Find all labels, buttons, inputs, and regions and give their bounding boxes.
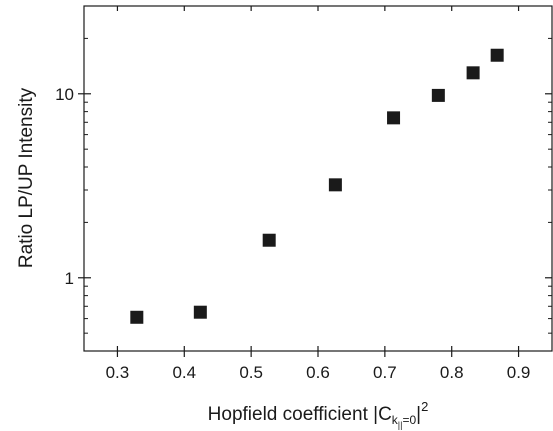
data-point	[387, 111, 401, 125]
x-tick-label: 0.9	[507, 363, 531, 382]
y-major-ticks	[78, 93, 552, 279]
y-tick-label: 1	[65, 269, 74, 288]
x-tick-label: 0.6	[306, 363, 330, 382]
data-point	[490, 48, 504, 62]
x-tick-label: 0.8	[440, 363, 464, 382]
data-point	[130, 310, 144, 324]
y-minor-ticks	[84, 37, 552, 334]
data-point	[193, 305, 207, 319]
plot-frame	[83, 5, 553, 352]
data-point	[262, 233, 276, 247]
x-tick-label: 0.4	[172, 363, 196, 382]
x-major-ticks	[116, 6, 520, 357]
data-points	[130, 48, 504, 324]
x-tick-labels: 0.3 0.4 0.5 0.6 0.7 0.8 0.9	[106, 363, 531, 382]
y-tick-labels: 1 10	[55, 85, 74, 288]
x-tick-label: 0.7	[373, 363, 397, 382]
x-tick-label: 0.5	[239, 363, 263, 382]
y-tick-label: 10	[55, 85, 74, 104]
y-axis-title: Ratio LP/UP Intensity	[16, 87, 37, 268]
x-tick-label: 0.3	[106, 363, 130, 382]
data-point	[431, 88, 445, 102]
data-point	[466, 66, 480, 80]
data-point	[328, 178, 342, 192]
x-axis-title: Hopfield coefficient |Ck||=0|2	[208, 399, 429, 430]
